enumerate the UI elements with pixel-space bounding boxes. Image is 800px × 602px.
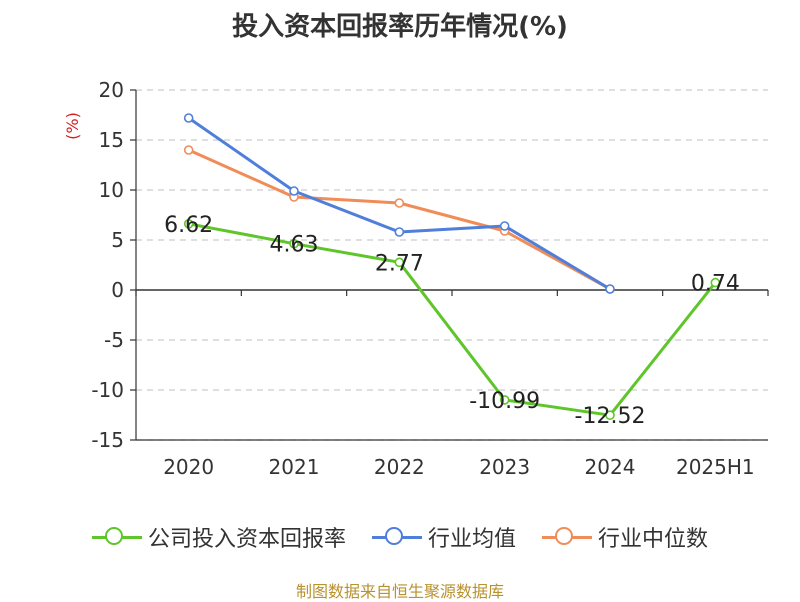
series-point-0 (710, 277, 721, 288)
legend-label: 公司投入资本回报率 (147, 527, 346, 552)
series-point-1 (183, 113, 194, 123)
data-label: 6.62 (164, 213, 213, 238)
x-tick-label: 2022 (374, 455, 425, 479)
series-point-2 (183, 145, 194, 155)
series-layer (183, 113, 721, 421)
y-tick-label: -10 (91, 378, 124, 402)
legend-line-marker-icon (542, 527, 592, 547)
series-point-0 (183, 219, 194, 229)
y-tick-label: 0 (111, 278, 124, 302)
legend-dot (384, 527, 403, 545)
legend-line-marker-icon (91, 527, 142, 547)
series-point-1 (289, 186, 299, 196)
legend-dot (104, 527, 123, 545)
legend-label: 行业均值 (427, 527, 516, 552)
legend-line-marker-icon (371, 527, 422, 547)
axis-layer: 20 15 10 5 0 -5 -10 -15 (%) 2020 2021 2022 2023 2024 2… (63, 78, 769, 479)
x-tick-label: 2025H1 (676, 455, 755, 479)
x-tick-label: 2023 (479, 455, 530, 479)
y-tick-label: 5 (111, 228, 124, 252)
legend-item-company[interactable]: 公司投入资本回报率 (91, 521, 346, 553)
y-tick-label: -5 (104, 328, 124, 352)
series-point-1 (394, 227, 405, 237)
data-label: 0.74 (691, 272, 740, 297)
x-tick-label: 2021 (269, 455, 320, 479)
legend-label: 行业中位数 (598, 527, 709, 552)
series-point-1 (605, 284, 615, 294)
legend-item-industry-median[interactable]: 行业中位数 (542, 521, 708, 553)
grid-layer (136, 89, 768, 441)
y-tick-label: 15 (99, 128, 124, 152)
series-point-2 (394, 198, 405, 208)
series-point-0 (394, 257, 405, 268)
data-label: 2.77 (375, 251, 424, 276)
x-tick-label: 2020 (163, 455, 214, 479)
y-tick-label: 10 (99, 178, 124, 202)
y-tick-label: 20 (99, 78, 124, 102)
chart-title: 投入资本回报率历年情况(%) (232, 12, 568, 42)
legend-dot (555, 527, 573, 545)
y-axis-label: (%) (63, 112, 82, 140)
data-label: 4.63 (270, 233, 319, 258)
data-label-layer: 6.62 4.63 2.77 -10.99 -12.52 0.74 (164, 213, 740, 429)
data-source-note: 制图数据来自恒生聚源数据库 (295, 582, 504, 601)
data-label: -10.99 (469, 389, 540, 414)
series-point-0 (289, 238, 299, 249)
series-line-0 (188, 222, 717, 417)
legend: 公司投入资本回报率 行业均值 行业中位数 (0, 520, 800, 554)
data-label: -12.52 (575, 404, 646, 429)
x-tick-label: 2024 (585, 455, 636, 479)
series-point-1 (499, 221, 510, 231)
series-point-0 (499, 395, 510, 405)
series-point-0 (605, 410, 615, 421)
legend-item-industry-avg[interactable]: 行业均值 (371, 521, 516, 553)
y-tick-label: -15 (91, 428, 124, 452)
